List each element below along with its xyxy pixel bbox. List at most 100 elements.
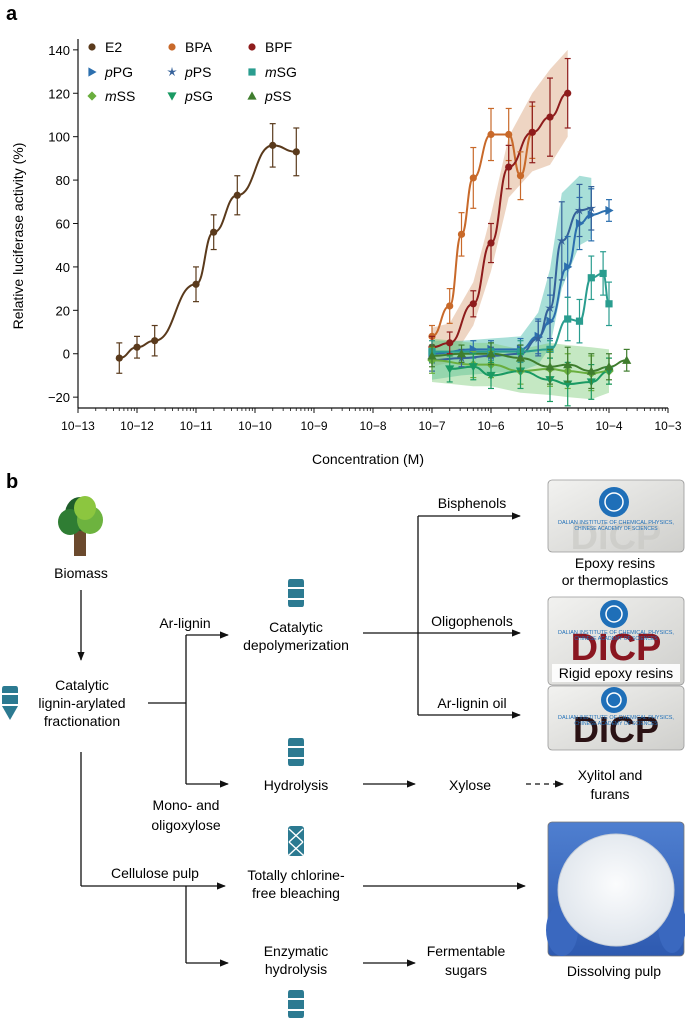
institute-emblem-icon — [600, 600, 628, 628]
data-point-pss — [427, 351, 437, 360]
data-point-pss — [586, 366, 596, 375]
data-point-psg — [445, 365, 455, 374]
data-point-msg — [587, 274, 595, 282]
data-point-pps — [574, 205, 585, 215]
legend-marker-msg — [248, 68, 256, 76]
cellulose-pulp-label: Cellulose pulp — [111, 865, 199, 881]
y-axis-label: Relative luciferase activity (%) — [10, 143, 26, 330]
data-point-e2 — [269, 141, 277, 149]
legend-marker-pss — [247, 91, 257, 100]
fractionation-label-2: lignin-arylated — [38, 695, 125, 711]
xylitol-label-2: furans — [591, 786, 630, 802]
data-point-pps — [545, 303, 555, 313]
x-tick-label: 10−12 — [120, 419, 154, 433]
bleaching-reactor-icon — [288, 826, 304, 856]
ar-lignin-oil-photo: DICP DALIAN INSTITUTE OF CHEMICAL PHYSIC… — [547, 685, 685, 751]
curve-ppg — [431, 209, 610, 355]
y-tick-label: 0 — [63, 347, 70, 362]
chart-axes: −20 0 20 40 60 80 100 120 140 10−13 10−12 10−11 10−1… — [48, 39, 682, 433]
legend-label-psg: pSG — [184, 88, 213, 104]
x-tick-label: 10−3 — [654, 419, 681, 433]
institute-name-line-2: CHINESE ACADEMY OF SCIENCES — [574, 721, 658, 727]
legend-label-ppg: pPG — [104, 64, 133, 80]
data-point-bpa — [487, 130, 495, 139]
flow-diagram-panel-b: b Biomass Catalytic lignin-arylated frac… — [2, 471, 685, 1018]
data-point-psg — [486, 371, 496, 381]
y-tick-label: −20 — [48, 390, 70, 405]
data-point-e2 — [233, 191, 241, 199]
data-point-pps — [586, 203, 597, 213]
legend-marker-psg — [167, 92, 177, 101]
legend-marker-bpf — [248, 43, 256, 51]
data-point-pss — [486, 349, 496, 358]
legend-label-e2: E2 — [105, 39, 122, 55]
fractionation-label-1: Catalytic — [55, 677, 109, 693]
institute-emblem-icon — [599, 487, 629, 517]
data-point-bpa — [457, 230, 466, 238]
x-tick-label: 10−5 — [536, 419, 563, 433]
data-point-bpf — [487, 239, 495, 247]
data-point-bpa — [446, 302, 454, 310]
x-tick-label: 10−7 — [418, 419, 445, 433]
tree-icon — [58, 496, 103, 556]
y-tick-label: 60 — [56, 217, 70, 232]
data-point-e2 — [210, 228, 218, 236]
data-point-psg — [468, 363, 478, 372]
data-point-pss — [563, 359, 573, 369]
legend-label-pss: pSS — [264, 88, 291, 104]
data-point-msg — [575, 317, 584, 325]
legend-label-bpf: BPF — [265, 39, 292, 55]
data-point-msg — [605, 300, 613, 308]
fermentable-label-2: sugars — [445, 962, 487, 978]
chart-legend: E2 BPA BPF pPG pPS mSG mSS pSG pSS — [87, 39, 297, 104]
hydrolysis-label: Hydrolysis — [264, 777, 329, 793]
panel-a-label: a — [6, 3, 18, 25]
x-tick-label: 10−11 — [180, 419, 213, 433]
xylitol-label-1: Xylitol and — [578, 767, 643, 783]
enzymatic-label-2: hydrolysis — [265, 961, 327, 977]
depolymerization-label-1: Catalytic — [269, 619, 323, 635]
data-points — [115, 57, 632, 407]
y-tick-label: 100 — [48, 130, 70, 145]
epoxy-caption-2: or thermoplastics — [562, 572, 669, 588]
data-point-e2 — [151, 337, 159, 345]
rigid-logo-text: DICP — [571, 627, 662, 669]
x-tick-label: 10−8 — [359, 419, 386, 433]
fermentable-label-1: Fermentable — [427, 943, 506, 959]
data-point-bpa — [505, 130, 513, 139]
data-point-bpf — [469, 300, 477, 308]
band-pps — [432, 175, 592, 380]
data-point-e2 — [192, 280, 200, 288]
y-tick-label: 140 — [48, 43, 70, 58]
data-point-bpf — [505, 163, 513, 171]
legend-label-bpa: BPA — [185, 39, 213, 55]
legend-marker-mss — [87, 91, 97, 101]
data-point-e2 — [133, 343, 141, 351]
legend-label-pps: pPS — [184, 64, 211, 80]
legend-label-msg: mSG — [265, 64, 297, 80]
mono-oligoxylose-label-1: Mono- and — [153, 797, 220, 813]
epoxy-caption-1: Epoxy resins — [575, 555, 655, 571]
data-point-e2 — [115, 354, 123, 362]
data-point-bpf — [546, 113, 554, 121]
x-tick-label: 10−13 — [61, 419, 95, 433]
institute-name-line-1: DALIAN INSTITUTE OF CHEMICAL PHYSICS, — [558, 520, 674, 526]
rigid-epoxy-photo: DICP DALIAN INSTITUTE OF CHEMICAL PHYSIC… — [547, 596, 685, 686]
data-point-bpa — [469, 174, 477, 182]
data-point-psg — [563, 380, 573, 389]
pulp-caption: Dissolving pulp — [567, 963, 661, 979]
ar-lignin-oil-label: Ar-lignin oil — [437, 695, 506, 711]
data-point-msg — [564, 315, 572, 323]
institute-name-line-1: DALIAN INSTITUTE OF CHEMICAL PHYSICS, — [558, 715, 674, 721]
oil-logo-text: DICP — [573, 709, 659, 750]
flow-connectors — [77, 512, 564, 967]
data-point-ppg — [605, 205, 614, 216]
mono-oligoxylose-label-2: oligoxylose — [151, 817, 220, 833]
rigid-caption: Rigid epoxy resins — [559, 665, 673, 681]
ar-lignin-label: Ar-lignin — [159, 615, 210, 631]
data-point-bpf — [446, 339, 454, 347]
data-point-ppg — [564, 262, 573, 272]
data-point-pss — [456, 349, 467, 358]
data-point-pps — [556, 235, 567, 245]
depolymerization-label-2: depolymerization — [243, 637, 349, 653]
